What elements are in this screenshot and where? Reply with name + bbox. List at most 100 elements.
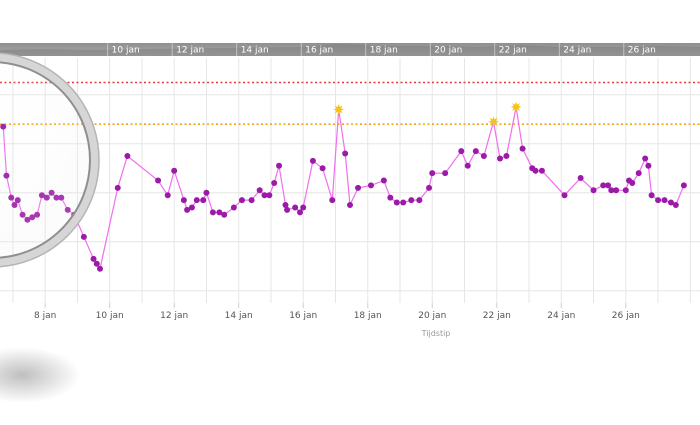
data-point (193, 197, 200, 204)
data-point (590, 187, 597, 194)
data-point (608, 187, 615, 194)
data-point (538, 167, 545, 174)
navigator-background (0, 43, 700, 56)
data-point (124, 153, 131, 159)
x-tick-label: 8 jan (34, 311, 56, 321)
data-point (184, 206, 191, 213)
data-point (256, 187, 263, 194)
lens-rim-outer (0, 52, 100, 268)
data-point (408, 197, 415, 204)
x-axis-title: Tijdstip (421, 329, 451, 338)
lens-rim-edge (0, 52, 100, 268)
data-point (429, 170, 436, 177)
series-line (2, 106, 685, 271)
data-point (155, 177, 162, 184)
data-point (347, 202, 353, 208)
data-series (0, 101, 687, 272)
data-point (472, 148, 479, 155)
data-point (416, 197, 423, 204)
data-point (464, 162, 471, 169)
data-point (271, 179, 278, 186)
data-point (380, 177, 387, 184)
data-point (114, 184, 121, 191)
data-point (216, 209, 223, 216)
x-axis: 8 jan 10 jan 12 jan 14 jan 16 jan 18 jan 20 ja… (34, 303, 640, 321)
data-point (561, 192, 568, 199)
data-point (248, 197, 255, 204)
data-point (648, 192, 655, 199)
data-point (230, 204, 237, 211)
data-point (342, 150, 349, 157)
navigator-tick-label: 22 jan (499, 46, 527, 56)
x-tick-label: 24 jan (547, 311, 575, 321)
data-point (629, 179, 636, 186)
data-point (503, 153, 510, 159)
navigator-sparkline (0, 44, 700, 56)
data-point (672, 202, 679, 208)
data-point (282, 202, 289, 208)
peak-marker (333, 103, 345, 115)
data-point (276, 162, 283, 169)
data-point (387, 194, 394, 201)
navigator-tick-label: 16 jan (305, 46, 333, 56)
data-point (171, 167, 178, 174)
x-tick-label: 14 jan (225, 311, 253, 321)
navigator-tick-label: 20 jan (434, 46, 462, 56)
data-point (655, 197, 662, 204)
data-point (667, 199, 674, 206)
data-point (680, 182, 687, 189)
data-point (400, 199, 407, 206)
x-tick-label: 16 jan (289, 311, 317, 321)
chart-grid (0, 58, 700, 303)
data-point (90, 255, 97, 262)
data-point (319, 165, 326, 172)
navigator-tick-label: 26 jan (628, 46, 656, 56)
peak-marker (510, 101, 522, 113)
navigator-tick-label: 12 jan (176, 46, 204, 56)
x-tick-label: 22 jan (483, 311, 511, 321)
navigator-tick-label: 14 jan (241, 46, 269, 56)
peak-marker (488, 116, 499, 128)
x-tick-label: 26 jan (612, 311, 640, 321)
threshold-lines (0, 81, 700, 125)
navigator-tick-label: 24 jan (563, 46, 591, 56)
data-point (519, 145, 526, 152)
data-point (93, 260, 100, 267)
data-point (426, 184, 433, 191)
data-point (200, 197, 207, 204)
x-tick-label: 18 jan (354, 311, 382, 321)
data-point (645, 162, 652, 169)
data-point (600, 182, 607, 189)
x-tick-label: 10 jan (96, 311, 124, 321)
data-point (97, 265, 103, 272)
data-point (284, 206, 291, 213)
data-point (458, 148, 465, 155)
data-point (309, 157, 316, 164)
data-point (480, 153, 487, 159)
data-point (203, 189, 210, 196)
lens-shadow (0, 347, 80, 403)
data-point (367, 182, 374, 189)
navigator-bar[interactable]: 10 jan 12 jan 14 jan 16 jan 18 jan 20 jan 22 j… (0, 43, 700, 56)
data-point (261, 192, 268, 199)
data-point (635, 170, 642, 177)
data-point (622, 187, 629, 194)
data-point (266, 192, 273, 199)
data-point (442, 170, 449, 177)
navigator-tick-label: 18 jan (370, 46, 398, 56)
navigator-tick-label: 10 jan (112, 46, 140, 56)
data-point (532, 167, 539, 174)
data-point (292, 204, 299, 211)
data-point (188, 204, 195, 211)
x-tick-label: 12 jan (160, 311, 188, 321)
data-point (605, 182, 612, 189)
data-point (221, 211, 228, 218)
x-tick-label: 20 jan (418, 311, 446, 321)
data-point (164, 192, 171, 199)
data-point (393, 199, 400, 206)
data-point (180, 197, 187, 204)
data-point (80, 233, 87, 240)
lens-rim-inner (0, 61, 91, 259)
data-point (577, 175, 584, 182)
